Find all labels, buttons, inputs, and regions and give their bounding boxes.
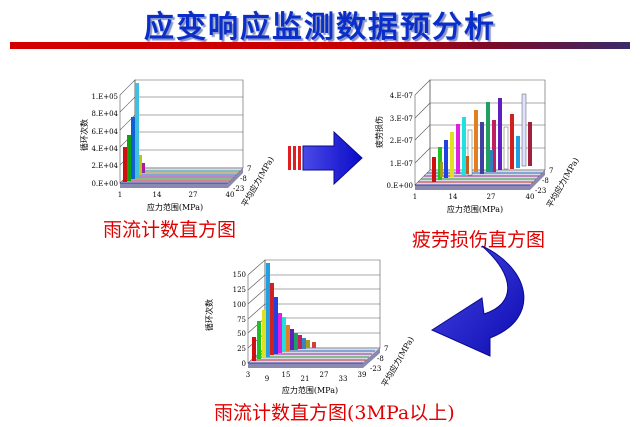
x-ticks: 1 14 27 40 (413, 193, 535, 201)
svg-text:14: 14 (153, 191, 162, 199)
svg-text:-8: -8 (240, 175, 247, 183)
zt5: 2.E+04 (91, 162, 118, 170)
svg-text:125: 125 (233, 286, 246, 294)
back-wall (134, 79, 244, 169)
caption-rainflow: 雨流计数直方图 (103, 219, 237, 241)
svg-text:25: 25 (237, 345, 246, 353)
zt6: 0.E+00 (91, 180, 118, 188)
bars (123, 83, 145, 182)
svg-text:-23: -23 (233, 185, 244, 193)
z-ticks: 1.E+05 8.E+04 6.E+04 4.E+04 2.E+04 0.E+0… (91, 93, 118, 188)
svg-text:150: 150 (233, 271, 246, 279)
bars (432, 93, 532, 182)
svg-text:27: 27 (487, 193, 496, 201)
svg-text:50: 50 (237, 330, 246, 338)
x-ticks: 1 14 27 40 (118, 191, 235, 199)
svg-text:9: 9 (265, 375, 269, 383)
caption-fatigue-damage: 疲劳损伤直方图 (412, 229, 546, 251)
svg-text:39: 39 (358, 371, 367, 379)
svg-text:14: 14 (449, 193, 458, 201)
bars (252, 263, 316, 361)
svg-text:1.E-07: 1.E-07 (390, 160, 413, 168)
zt2: 8.E+04 (91, 110, 118, 118)
svg-text:27: 27 (320, 371, 329, 379)
svg-text:1: 1 (118, 191, 122, 199)
svg-text:40: 40 (226, 191, 235, 199)
x-axis-label: 应力范围(MPa) (282, 385, 338, 395)
zt1: 1.E+05 (91, 93, 118, 101)
svg-text:-23: -23 (535, 187, 546, 195)
svg-text:4.E-07: 4.E-07 (390, 92, 413, 100)
svg-text:3: 3 (246, 371, 250, 379)
z-ticks: 4.E-07 3.E-07 2.E-07 1.E-07 0.E+00 (386, 92, 413, 190)
svg-text:3.E-07: 3.E-07 (390, 115, 413, 123)
svg-text:40: 40 (526, 193, 535, 201)
y-ticks: 7 -8 -23 (233, 165, 251, 193)
x-ticks: 3 9 15 21 27 33 39 (246, 371, 367, 383)
svg-text:-8: -8 (542, 177, 549, 185)
svg-text:33: 33 (339, 375, 348, 383)
zt4: 4.E+04 (91, 145, 118, 153)
svg-text:75: 75 (237, 316, 246, 324)
chart-rainflow-full: 1.E+05 8.E+04 6.E+04 4.E+04 2.E+04 0.E+0… (79, 79, 275, 212)
svg-text:7: 7 (549, 167, 553, 175)
svg-text:100: 100 (233, 301, 246, 309)
svg-text:0.E+00: 0.E+00 (386, 182, 413, 190)
y-axis-label: 平均应力(MPa) (379, 335, 416, 389)
svg-text:-23: -23 (370, 365, 381, 373)
svg-text:0: 0 (242, 360, 246, 368)
floor-stripes (120, 170, 240, 184)
svg-text:7: 7 (384, 345, 388, 353)
caption-rainflow-3mpa: 雨流计数直方图(3MPa以上) (214, 402, 455, 424)
svg-text:15: 15 (282, 371, 291, 379)
svg-text:1: 1 (413, 193, 417, 201)
chart-rainflow-3mpa: 150 125 100 75 50 25 0 循环次数 3 9 15 21 27… (204, 259, 416, 395)
page-title: 应变响应监测数据预分析 (144, 10, 496, 45)
x-axis-label: 应力范围(MPa) (447, 204, 503, 214)
z-ticks: 150 125 100 75 50 25 0 (233, 271, 246, 368)
arrow-curved (430, 245, 525, 357)
z-axis-label: 疲劳损伤 (374, 116, 384, 148)
y-axis-label: 平均应力(MPa) (544, 156, 581, 210)
y-ticks: 7 -8 -23 (535, 167, 553, 195)
title-underline (10, 42, 630, 49)
svg-text:27: 27 (189, 191, 198, 199)
svg-text:21: 21 (301, 375, 310, 383)
svg-text:7: 7 (247, 165, 251, 173)
z-axis-label: 循环次数 (204, 299, 214, 331)
svg-text:2.E-07: 2.E-07 (390, 137, 413, 145)
arrow-right (288, 130, 363, 186)
chart-fatigue-damage: 4.E-07 3.E-07 2.E-07 1.E-07 0.E+00 疲劳损伤 … (374, 79, 581, 214)
zt3: 6.E+04 (91, 128, 118, 136)
y-ticks: 7 -8 -23 (370, 345, 388, 373)
x-axis-label: 应力范围(MPa) (147, 202, 203, 212)
z-axis-label: 循环次数 (79, 119, 89, 151)
svg-text:-8: -8 (377, 355, 384, 363)
